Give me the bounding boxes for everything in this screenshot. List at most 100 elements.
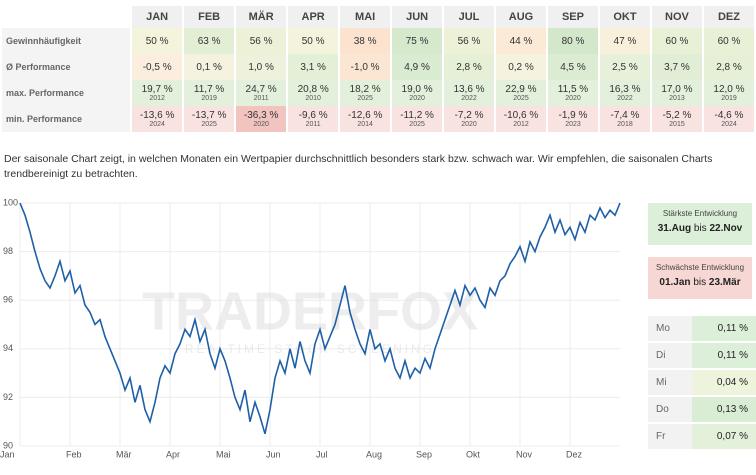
weekday-row: Do 0,13 % (648, 397, 756, 422)
cell: 16,3 % 2022 (599, 80, 650, 106)
y-tick-label: 92 (3, 392, 13, 402)
column-header: APR (288, 6, 339, 28)
description: Der saisonale Chart zeigt, in welchen Mo… (4, 153, 713, 180)
weekday-value: 0,07 % (692, 424, 756, 449)
cell: 19,7 % 2012 (132, 80, 183, 106)
cell: 2,5 % (599, 54, 650, 80)
column-header: JUL (444, 6, 494, 28)
y-tick-label: 90 (3, 440, 13, 450)
cell-value: 75 % (405, 35, 429, 47)
cell-value: 3,1 % (300, 61, 326, 73)
cell-value: 18,2 % (349, 84, 381, 95)
y-tick-label: 94 (3, 343, 13, 353)
cell-value: 1,0 % (248, 61, 274, 73)
y-tick-label: 96 (3, 295, 13, 305)
watermark: TRADERFOX (142, 281, 478, 341)
y-tick-label: 100 (3, 197, 18, 207)
weakest-title: Schwächste Entwicklung (655, 263, 745, 272)
cell: 56 % (444, 28, 494, 54)
strongest-sep: bis (693, 223, 707, 234)
column-header: JAN (132, 6, 183, 28)
cell: 4,9 % (392, 54, 443, 80)
cell-year: 2012 (149, 95, 165, 102)
x-tick-label: Okt (466, 449, 481, 459)
row: max. Performance 19,7 % 2012 11,7 % 2019 24,7… (2, 80, 754, 106)
row: min. Performance -13,6 % 2024 -13,7 % 2025 -3… (2, 106, 754, 132)
weekday-row: Di 0,11 % (648, 343, 756, 368)
weekday-row: Mo 0,11 % (648, 316, 756, 341)
cell-year: 2024 (721, 121, 737, 128)
cell-value: -36,3 % (243, 110, 279, 121)
cell: -9,6 % 2011 (288, 106, 339, 132)
column-header: MAI (340, 6, 391, 28)
cell-value: 2,8 % (716, 61, 742, 73)
cell-year: 2020 (253, 121, 269, 128)
row: Ø Performance -0,5 % 0,1 % 1,0 % 3,1 % -1,0 %… (2, 54, 754, 80)
cell: 19,0 % 2020 (392, 80, 443, 106)
cell-year: 2025 (513, 95, 529, 102)
cell: 3,7 % (651, 54, 702, 80)
weekday-value: 0,04 % (692, 370, 756, 395)
cell-value: 17,0 % (661, 84, 693, 95)
weekday-value: 0,13 % (692, 397, 756, 422)
cell-value: -0,5 % (142, 61, 172, 73)
x-tick-label: Nov (516, 449, 533, 459)
weakest-sep: bis (693, 277, 707, 288)
x-tick-label: Jun (266, 449, 281, 459)
cell: 1,0 % (236, 54, 287, 80)
cell-value: 22,9 % (505, 84, 537, 95)
cell-year: 2024 (149, 121, 165, 128)
weekday-table: Mo 0,11 % Di 0,11 % Mi 0,04 % Do 0,13 % Fr 0,07 % (648, 314, 756, 451)
watermark-sub: REALTIME STOCK SCREENING (185, 342, 435, 356)
column-header: JUN (392, 6, 443, 28)
column-header: AUG (495, 6, 546, 28)
cell-value: 80 % (561, 35, 585, 47)
weekday: Mo (648, 316, 692, 341)
cell: 0,1 % (184, 54, 235, 80)
cell-value: 12,0 % (713, 84, 745, 95)
cell-year: 2025 (409, 121, 425, 128)
cell: -4,6 % 2024 (703, 106, 754, 132)
cell-value: 38 % (353, 35, 377, 47)
column-header: DEZ (703, 6, 754, 28)
cell-value: 24,7 % (245, 84, 277, 95)
column-header: OKT (599, 6, 650, 28)
x-tick-label: Aug (366, 449, 382, 459)
y-tick-label: 98 (3, 246, 13, 256)
cell: 22,9 % 2025 (495, 80, 546, 106)
cell: 4,5 % (548, 54, 598, 80)
cell: -0,5 % (132, 54, 183, 80)
column-header: NOV (651, 6, 702, 28)
cell-value: -13,7 % (191, 110, 227, 121)
weekday: Do (648, 397, 692, 422)
cell: 47 % (599, 28, 650, 54)
cell-value: 0,1 % (196, 61, 222, 73)
cell-value: 13,6 % (453, 84, 485, 95)
cell-year: 2018 (617, 121, 633, 128)
cell: -36,3 % 2020 (236, 106, 287, 132)
cell: 44 % (495, 28, 546, 54)
cell-year: 2011 (305, 121, 321, 128)
column-header: SEP (548, 6, 598, 28)
cell: -10,6 % 2012 (495, 106, 546, 132)
cell: 3,1 % (288, 54, 339, 80)
cell: 24,7 % 2011 (236, 80, 287, 106)
cell: 13,6 % 2022 (444, 80, 494, 106)
cell: 63 % (184, 28, 235, 54)
cell-value: 4,5 % (560, 61, 586, 73)
cell-value: 56 % (249, 35, 273, 47)
cell: 60 % (651, 28, 702, 54)
x-tick-label: Jan (0, 449, 15, 459)
cell-year: 2022 (617, 95, 633, 102)
cell: -1,9 % 2023 (548, 106, 598, 132)
cell-year: 2022 (461, 95, 477, 102)
cell-year: 2025 (357, 95, 373, 102)
cell-value: -7,4 % (610, 110, 640, 121)
cell: 12,0 % 2019 (703, 80, 754, 106)
cell: 75 % (392, 28, 443, 54)
cell: 38 % (340, 28, 391, 54)
cell: -13,7 % 2025 (184, 106, 235, 132)
cell-value: 47 % (613, 35, 637, 47)
cell-value: -9,6 % (298, 110, 328, 121)
